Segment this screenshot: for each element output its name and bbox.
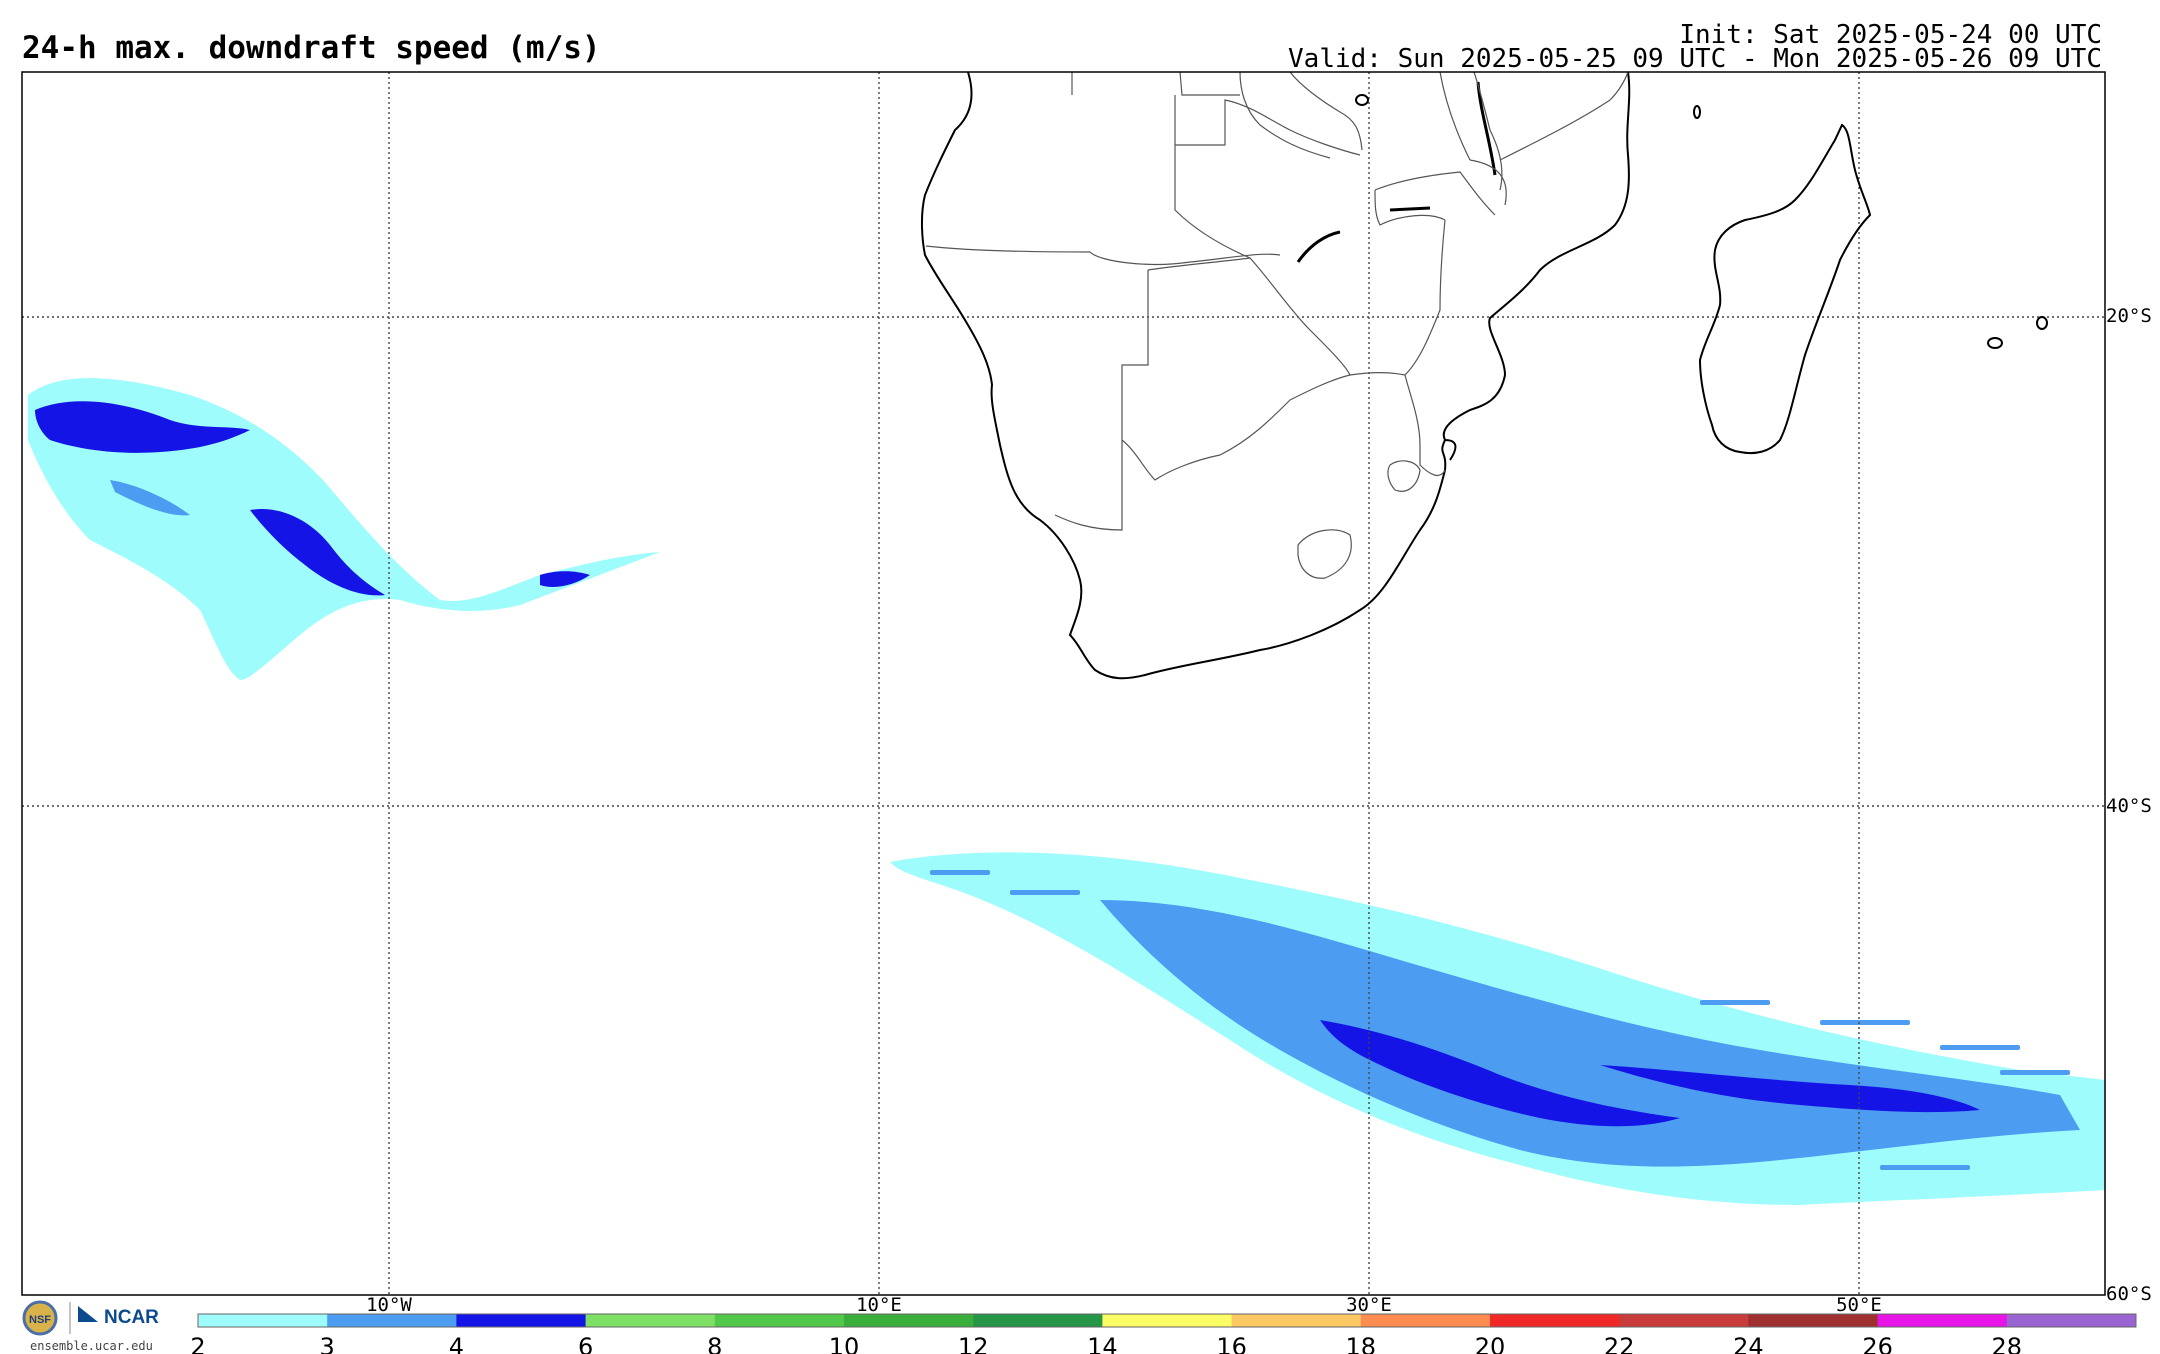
colorbar-swatch [327,1314,457,1327]
lake-victoria-outline [1355,94,1369,106]
colorbar: 2 3 4 6 8 10 12 14 16 18 20 22 24 26 28 [190,1313,2137,1354]
field-band-level-4 [1600,1065,1980,1113]
colorbar-tick-label: 4 [449,1333,464,1354]
reunion-coastline [2036,316,2048,330]
madagascar-coastline [1698,123,1872,455]
colorbar-swatch [1490,1314,1620,1327]
field-band-level-4 [1320,1020,1680,1127]
colorbar-swatch [456,1314,587,1327]
lake-tanganyika-outline [1389,206,1431,212]
lat-tick-label: 40°S [2106,795,2152,817]
lat-tick-label: 60°S [2106,1283,2152,1305]
field-west-level-3 [110,480,190,516]
map-title: 24-h max. downdraft speed (m/s) [22,30,601,66]
init-time: Init: Sat 2025-05-24 00 UTC [1679,20,2102,50]
colorbar-tick-label: 26 [1862,1333,1893,1354]
gridlines [22,72,2105,1295]
lon-tick-label: 10°E [856,1294,902,1316]
colorbar-tick-label: 10 [829,1333,860,1354]
coastlines [921,71,2048,680]
colorbar-swatch [844,1314,974,1327]
colorbar-tick-label: 8 [707,1333,722,1354]
ncar-wordmark: NCAR [104,1307,159,1328]
colorbar-tick-label: 6 [578,1333,593,1354]
colorbar-tick-label: 28 [1992,1333,2023,1354]
colorbar-swatch [1877,1314,2008,1327]
lat-tick-label: 20°S [2106,305,2152,327]
colorbar-tick-label: 24 [1733,1333,1764,1354]
mauritius-coastline [1987,337,2003,349]
field-west-level-3 [540,571,590,587]
downdraft-field [28,378,2105,1205]
colorbar-swatch [1619,1314,1749,1327]
colorbar-swatch [714,1314,845,1327]
tick-labels: 10°W 10°E 30°E 50°E 20°S 40°S 60°S [366,305,2152,1316]
field-streaks [930,870,2070,1170]
colorbar-swatch [1231,1314,1362,1327]
valid-time-range: Valid: Sun 2025-05-25 09 UTC - Mon 2025-… [1288,44,2102,74]
colorbar-tick-label: 12 [958,1333,989,1354]
colorbar-swatch [1748,1314,1879,1327]
field-west-level-4 [35,401,250,453]
colorbar-swatch [198,1314,328,1327]
colorbar-tick-label: 22 [1604,1333,1635,1354]
field-west-level-4 [250,509,385,596]
lon-tick-label: 50°E [1836,1294,1882,1316]
colorbar-tick-label: 18 [1346,1333,1377,1354]
africa-coastline [921,71,1631,680]
country-borders [925,71,1629,579]
lon-tick-label: 10°W [366,1294,412,1316]
colorbar-frame [197,1313,2137,1328]
colorbar-tick-label: 2 [190,1333,205,1354]
nsf-ncar-logo-icon: NSF [22,1298,162,1354]
field-west-level-2 [28,378,660,680]
svg-text:NSF: NSF [29,1314,51,1326]
colorbar-swatch [1360,1314,1491,1327]
colorbar-tick-label: 20 [1475,1333,1506,1354]
lake-kariba-outline [1296,230,1341,263]
comoros-coastline [1693,105,1701,119]
colorbar-swatch [585,1314,716,1327]
colorbar-tick-label: 3 [320,1333,335,1354]
colorbar-swatch [973,1314,1103,1327]
colorbar-swatch [2006,1314,2137,1327]
lake-malawi-outline [1476,81,1497,176]
map-frame [21,71,2106,1296]
logo-url: ensemble.ucar.edu [30,1339,153,1353]
colorbar-swatch [1102,1314,1233,1327]
colorbar-tick-label: 16 [1216,1333,1247,1354]
lon-tick-label: 30°E [1346,1294,1392,1316]
colorbar-tick-label: 14 [1087,1333,1118,1354]
